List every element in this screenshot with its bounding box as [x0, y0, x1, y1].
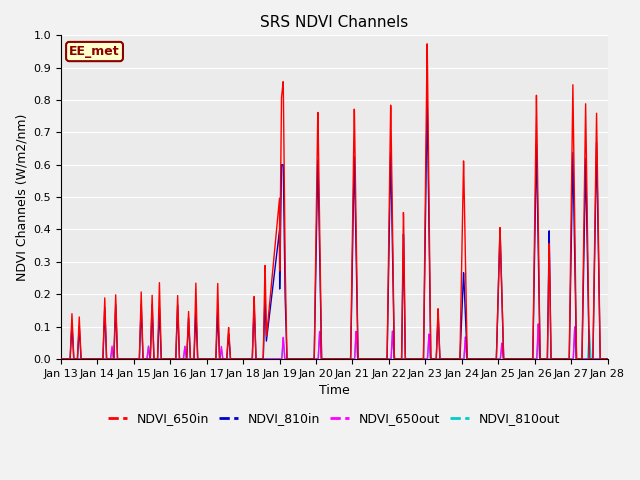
NDVI_650out [593, 356, 601, 362]
NDVI_810in [534, 235, 542, 241]
NDVI_650in [57, 356, 65, 362]
Line: NDVI_810out: NDVI_810out [61, 330, 607, 359]
Y-axis label: NDVI Channels (W/m2/nm): NDVI Channels (W/m2/nm) [15, 113, 28, 281]
NDVI_810out [593, 356, 601, 362]
NDVI_650in [120, 356, 127, 362]
Text: EE_met: EE_met [69, 45, 120, 58]
NDVI_810in [604, 356, 611, 362]
NDVI_650in [593, 134, 601, 140]
NDVI_650out [291, 356, 298, 362]
NDVI_650in [291, 356, 298, 362]
NDVI_650out [57, 356, 65, 362]
Legend: NDVI_650in, NDVI_810in, NDVI_650out, NDVI_810out: NDVI_650in, NDVI_810in, NDVI_650out, NDV… [103, 407, 566, 430]
NDVI_650in [267, 290, 275, 296]
Title: SRS NDVI Channels: SRS NDVI Channels [260, 15, 408, 30]
Line: NDVI_650out: NDVI_650out [61, 324, 607, 359]
NDVI_810out [586, 327, 593, 333]
NDVI_650out [267, 356, 275, 362]
Line: NDVI_810in: NDVI_810in [61, 101, 607, 359]
NDVI_810out [57, 356, 65, 362]
NDVI_810in [152, 356, 159, 362]
NDVI_810in [267, 303, 275, 309]
NDVI_810out [267, 356, 275, 362]
NDVI_810in [291, 356, 298, 362]
NDVI_810in [57, 356, 65, 362]
NDVI_810out [120, 356, 127, 362]
NDVI_650out [534, 321, 542, 327]
NDVI_810in [423, 98, 431, 104]
NDVI_650out [534, 330, 541, 336]
Line: NDVI_650in: NDVI_650in [61, 44, 607, 359]
NDVI_650in [152, 356, 159, 362]
NDVI_810out [534, 335, 541, 340]
NDVI_810in [120, 356, 127, 362]
NDVI_650out [604, 356, 611, 362]
NDVI_650out [152, 356, 159, 362]
NDVI_810out [604, 356, 611, 362]
NDVI_650in [534, 208, 542, 214]
NDVI_810in [593, 161, 601, 167]
NDVI_810out [291, 356, 298, 362]
NDVI_810out [152, 356, 159, 362]
X-axis label: Time: Time [319, 384, 349, 397]
NDVI_650in [423, 41, 431, 47]
NDVI_650in [604, 356, 611, 362]
NDVI_650out [120, 356, 127, 362]
